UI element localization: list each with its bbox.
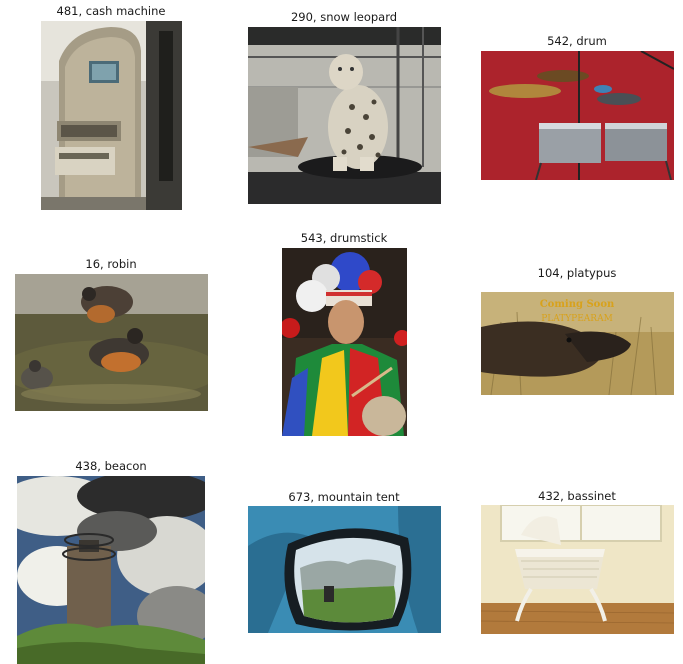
image-drum — [481, 51, 674, 180]
image-bassinet — [481, 505, 674, 634]
caption-beacon: 438, beacon — [75, 459, 147, 473]
platypus-overlay-text-2: PLATYPEARAM — [541, 314, 613, 324]
image-snow-leopard — [248, 27, 441, 204]
caption-bassinet: 432, bassinet — [538, 489, 616, 503]
image-robin — [15, 274, 208, 411]
image-beacon — [17, 476, 205, 664]
caption-snow-leopard: 290, snow leopard — [290, 10, 398, 24]
image-cash-machine — [41, 21, 182, 210]
image-drumstick — [282, 248, 407, 436]
caption-cash-machine: 481, cash machine — [56, 4, 166, 18]
caption-platypus: 104, platypus — [537, 266, 617, 280]
platypus-overlay-text-1: Coming Soon — [540, 299, 615, 310]
image-mountain-tent — [248, 506, 441, 633]
caption-drum: 542, drum — [547, 34, 607, 48]
caption-drumstick: 543, drumstick — [300, 231, 388, 245]
caption-mountain-tent: 673, mountain tent — [288, 490, 400, 504]
image-platypus: Coming Soon PLATYPEARAM — [481, 292, 674, 395]
caption-robin: 16, robin — [85, 257, 137, 271]
